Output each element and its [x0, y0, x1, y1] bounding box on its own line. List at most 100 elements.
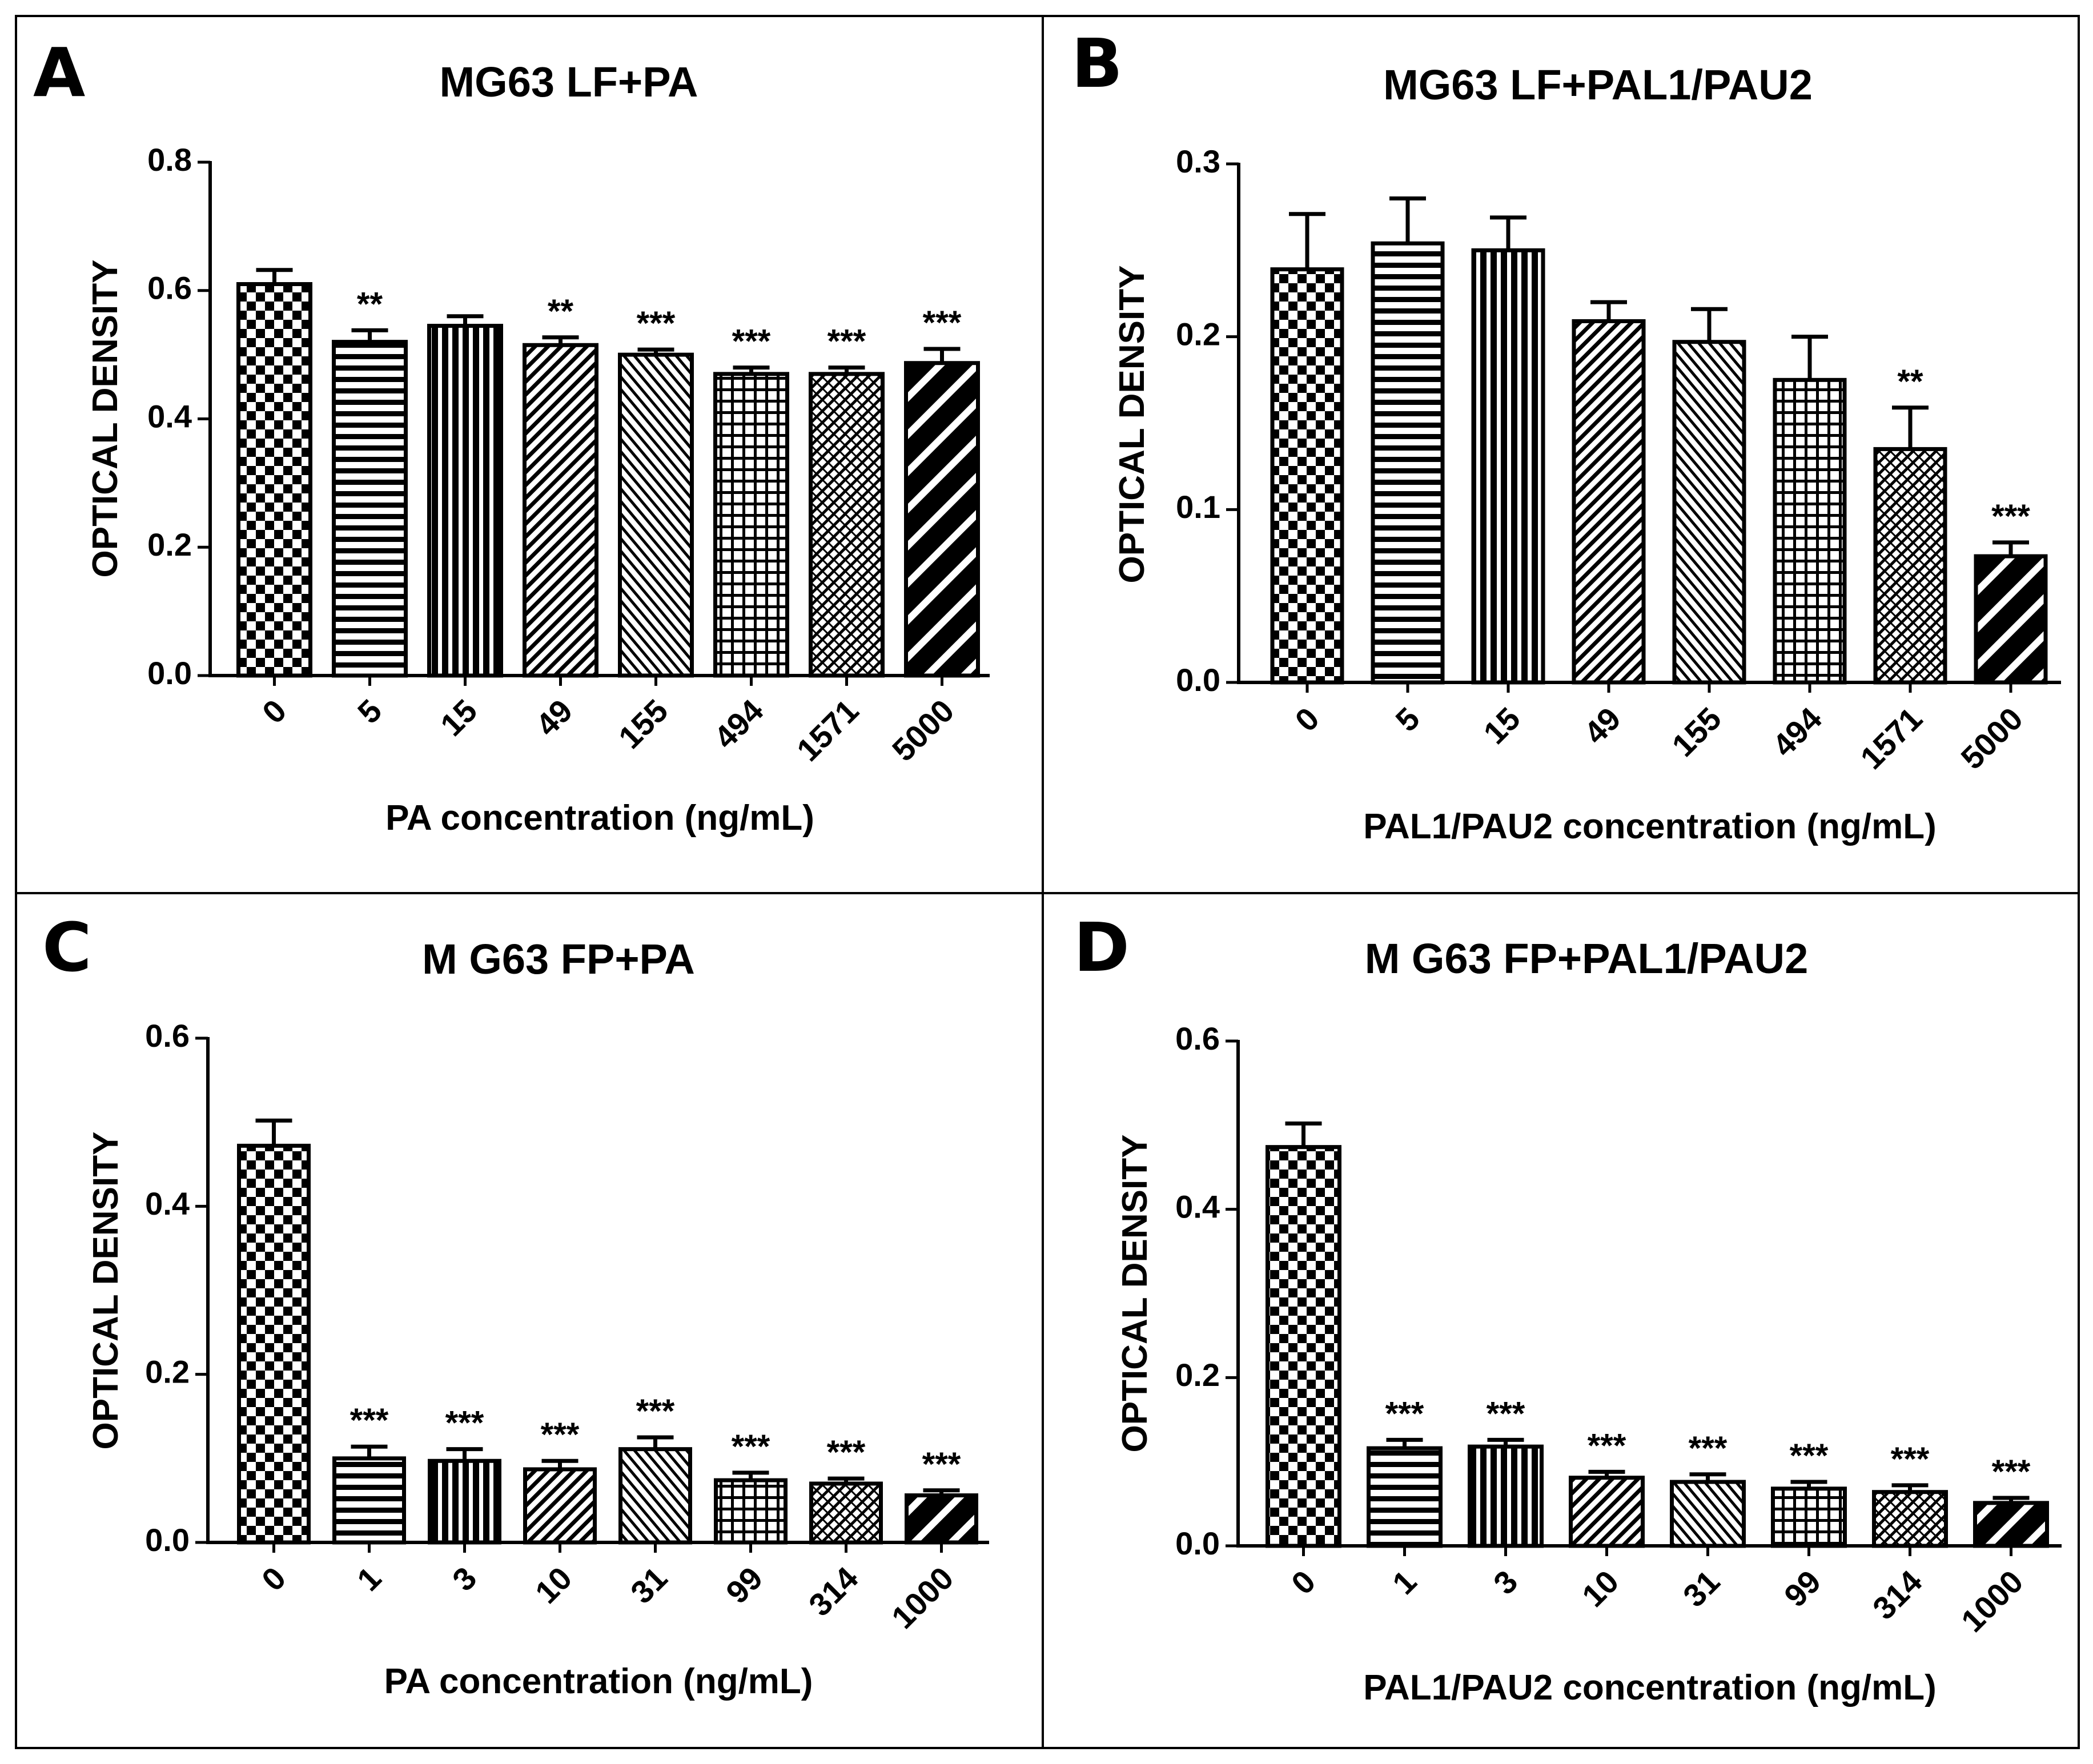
panel-letter-a: A	[33, 33, 85, 112]
significance-label: ***	[922, 1446, 961, 1483]
bar-5	[332, 340, 408, 678]
x-tick-label: 3	[1487, 1563, 1525, 1601]
bar-15	[1471, 248, 1545, 685]
y-tick-label: 0.3	[1176, 143, 1220, 179]
y-axis-title: OPTICAL DENSITY	[1112, 266, 1152, 584]
y-tick-label: 0.6	[147, 270, 192, 306]
significance-label: ***	[1689, 1430, 1728, 1467]
y-tick-label: 0.2	[1175, 1357, 1220, 1393]
figure-frame	[15, 15, 2080, 1749]
bar-5000	[1974, 554, 2048, 685]
significance-label: ***	[1991, 498, 2030, 535]
x-tick-label: 1	[1385, 1563, 1424, 1601]
panel-title-b: MG63 LF+PAL1/PAU2	[1383, 61, 1813, 109]
bar-1571	[809, 372, 885, 678]
significance-label: ***	[541, 1416, 580, 1453]
bar-31	[1670, 1480, 1746, 1548]
y-tick-label: 0.1	[1176, 489, 1220, 525]
bar-49	[523, 343, 598, 678]
significance-label: ***	[636, 1393, 675, 1430]
bar-155	[618, 352, 694, 678]
bar-494	[713, 372, 789, 678]
bar-99	[714, 1478, 788, 1545]
x-tick-label: 1	[350, 1560, 388, 1598]
x-axis-title: PAL1/PAU2 concentration (ng/mL)	[1363, 807, 1937, 846]
bar-1000	[1973, 1501, 2049, 1548]
bar-49	[1572, 319, 1646, 685]
y-axis-title: OPTICAL DENSITY	[86, 1132, 126, 1450]
bar-99	[1771, 1486, 1847, 1548]
y-tick-label: 0.4	[147, 398, 192, 434]
significance-label: ***	[827, 323, 866, 360]
x-tick-label: 1571	[1853, 700, 1929, 776]
x-tick-label: 494	[707, 692, 770, 756]
x-tick-label: 5000	[885, 692, 961, 768]
significance-label: ***	[637, 305, 676, 342]
significance-label: ***	[1992, 1453, 2031, 1490]
x-tick-label: 1000	[1954, 1563, 2030, 1639]
significance-label: **	[357, 286, 383, 323]
chart-b-lf-pal1-pau2: OPTICAL DENSITY PAL1/PAU2 concentration (…	[1112, 143, 2061, 846]
chart-a-lf-pa: OPTICAL DENSITY PA concentration (ng/mL) 0…	[86, 142, 990, 838]
panel-title-a: MG63 LF+PA	[440, 58, 698, 106]
x-tick-label: 0	[255, 1560, 293, 1598]
x-tick-label: 314	[802, 1560, 865, 1623]
bar-1571	[1873, 447, 1947, 685]
bar-3	[428, 1458, 501, 1545]
y-tick-label: 0.0	[145, 1522, 190, 1558]
panel-letter-c: C	[42, 908, 92, 987]
x-tick-label: 5	[1388, 700, 1427, 738]
x-tick-label: 15	[433, 692, 484, 743]
y-tick-label: 0.0	[1175, 1525, 1220, 1561]
x-tick-label: 10	[1575, 1563, 1626, 1614]
significance-label: ***	[445, 1405, 484, 1442]
y-tick-label: 0.4	[145, 1186, 190, 1221]
bar-10	[1569, 1476, 1645, 1548]
chart-d-fp-pal1-pau2: OPTICAL DENSITY PAL1/PAU2 concentration (…	[1115, 1020, 2062, 1707]
significance-label: ***	[732, 323, 771, 360]
y-axis-title: OPTICAL DENSITY	[1115, 1135, 1155, 1453]
x-tick-label: 15	[1476, 700, 1527, 751]
significance-label: ***	[1385, 1395, 1424, 1432]
y-tick-label: 0.8	[147, 142, 192, 178]
x-tick-label: 0	[255, 692, 294, 730]
significance-label: ***	[1588, 1427, 1626, 1464]
x-tick-label: 5	[351, 692, 389, 730]
y-tick-label: 0.4	[1175, 1188, 1220, 1224]
x-tick-label: 99	[1777, 1563, 1828, 1614]
y-tick-label: 0.0	[1176, 662, 1220, 698]
x-tick-label: 99	[719, 1560, 770, 1610]
bar-0	[1270, 267, 1344, 685]
x-tick-label: 49	[529, 692, 580, 743]
bar-0	[236, 282, 312, 678]
x-tick-label: 1571	[790, 692, 866, 768]
x-tick-label: 0	[1288, 700, 1326, 738]
significance-label: ***	[1487, 1395, 1525, 1432]
y-tick-label: 0.2	[1176, 316, 1220, 352]
bar-3	[1468, 1444, 1544, 1548]
significance-label: ***	[827, 1434, 866, 1471]
x-tick-label: 3	[445, 1560, 484, 1598]
x-axis-title: PAL1/PAU2 concentration (ng/mL)	[1363, 1668, 1937, 1707]
bar-314	[809, 1481, 883, 1545]
bar-1000	[905, 1493, 978, 1545]
x-tick-label: 31	[1676, 1563, 1727, 1614]
x-tick-label: 155	[612, 692, 675, 756]
x-axis-title: PA concentration (ng/mL)	[385, 798, 814, 838]
panel-title-d: M G63 FP+PAL1/PAU2	[1365, 935, 1809, 982]
significance-label: ***	[923, 304, 962, 341]
significance-label: **	[1897, 363, 1923, 400]
x-tick-label: 314	[1866, 1563, 1929, 1626]
x-tick-label: 31	[624, 1560, 674, 1610]
bar-494	[1773, 377, 1847, 685]
x-tick-label: 0	[1284, 1563, 1323, 1601]
significance-label: ***	[1891, 1441, 1930, 1478]
x-axis-title: PA concentration (ng/mL)	[384, 1662, 813, 1701]
bar-5000	[904, 361, 980, 678]
bar-31	[618, 1447, 692, 1545]
y-axis-title: OPTICAL DENSITY	[86, 260, 125, 578]
x-tick-label: 10	[528, 1560, 579, 1610]
panel-title-c: M G63 FP+PA	[422, 935, 695, 983]
x-tick-label: 1000	[885, 1560, 961, 1636]
